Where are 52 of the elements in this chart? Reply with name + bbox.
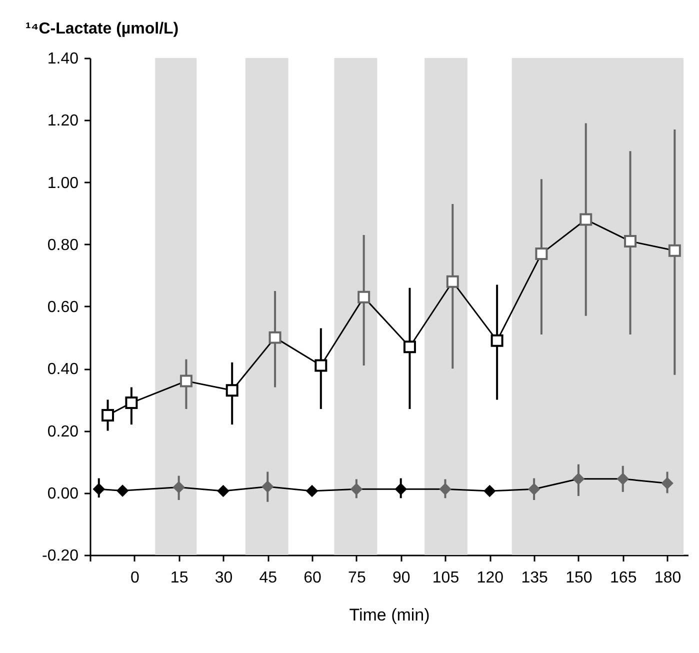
y-axis-title: ¹⁴C-Lactate (µmol/L) bbox=[26, 20, 179, 38]
point bbox=[226, 384, 238, 397]
x-tick-label: 180 bbox=[654, 570, 682, 586]
x-tick-label: 150 bbox=[566, 570, 592, 586]
x-tick-label: 60 bbox=[304, 570, 322, 586]
point bbox=[624, 235, 637, 248]
x-tick-label: 15 bbox=[170, 570, 188, 586]
point bbox=[116, 484, 129, 497]
point bbox=[92, 483, 106, 496]
y-tick-label: 0.20 bbox=[47, 423, 79, 440]
point bbox=[180, 374, 192, 388]
x-tick-label: 105 bbox=[432, 570, 460, 586]
x-tick-label: 165 bbox=[610, 570, 637, 586]
point bbox=[668, 244, 681, 257]
point bbox=[535, 247, 548, 260]
point bbox=[125, 396, 138, 410]
y-tick-label: 0.80 bbox=[47, 236, 79, 254]
point bbox=[446, 275, 459, 288]
point bbox=[528, 483, 540, 496]
point bbox=[616, 472, 629, 486]
point bbox=[439, 483, 452, 496]
point bbox=[306, 484, 318, 498]
y-tick-label: 0.40 bbox=[47, 361, 79, 378]
x-tick-label: 90 bbox=[392, 570, 410, 586]
point bbox=[102, 408, 114, 422]
x-tick-label: 75 bbox=[348, 570, 366, 586]
point bbox=[358, 290, 370, 304]
point bbox=[572, 472, 585, 486]
y-tick-label: 0.00 bbox=[47, 485, 79, 502]
point bbox=[268, 331, 282, 344]
y-tick-label: 1.00 bbox=[47, 174, 79, 192]
y-tick-label: -0.20 bbox=[42, 548, 79, 564]
x-tick-label: 120 bbox=[476, 570, 504, 586]
x-tick-label: 0 bbox=[130, 570, 140, 586]
x-axis-title: Time (min) bbox=[349, 606, 430, 624]
point bbox=[314, 359, 328, 372]
x-tick-label: 135 bbox=[521, 570, 548, 586]
point bbox=[262, 480, 274, 493]
point bbox=[580, 213, 592, 226]
point bbox=[172, 481, 185, 494]
point bbox=[661, 477, 674, 490]
point bbox=[350, 483, 363, 496]
y-tick-label: 1.20 bbox=[47, 112, 79, 130]
point bbox=[403, 340, 416, 354]
y-tick-label: 0.60 bbox=[47, 299, 79, 316]
point bbox=[217, 484, 230, 498]
point bbox=[490, 334, 504, 347]
x-tick-label: 45 bbox=[259, 570, 278, 586]
point bbox=[484, 484, 496, 498]
x-tick-label: 30 bbox=[214, 570, 233, 586]
y-tick-label: 1.40 bbox=[47, 50, 79, 68]
point bbox=[394, 483, 407, 496]
